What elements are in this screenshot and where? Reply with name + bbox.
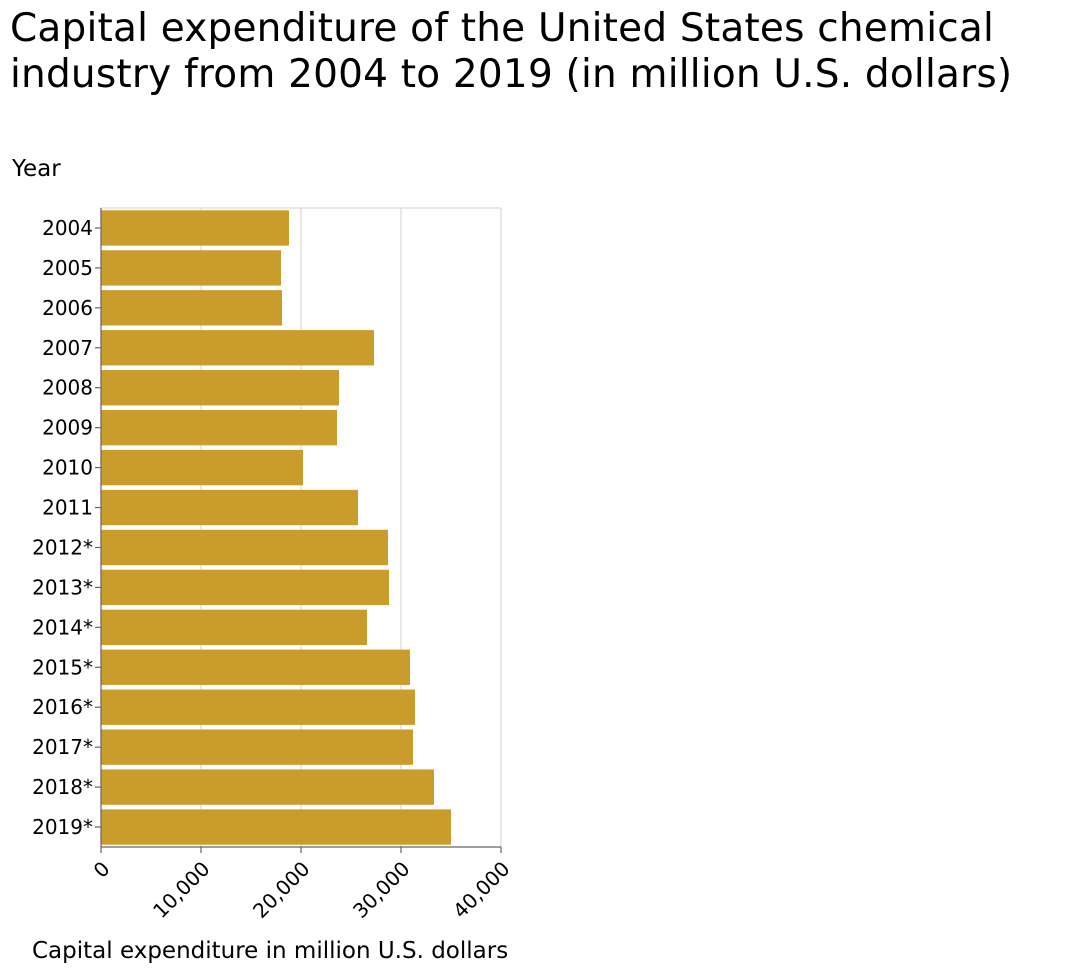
x-tick-label-2: 20,000: [248, 857, 314, 923]
bar-2007: [101, 330, 374, 366]
y-tick-label-4: 2008: [42, 376, 93, 400]
y-tick-label-14: 2018*: [32, 775, 93, 799]
y-tick-label-10: 2014*: [32, 615, 93, 639]
bar-2006: [101, 290, 282, 326]
y-tick-label-6: 2010: [42, 456, 93, 480]
bar-2015-est: [101, 649, 410, 685]
bar-2008: [101, 370, 339, 406]
bar-2013-est: [101, 569, 389, 606]
y-tick-label-12: 2016*: [32, 695, 93, 719]
y-tick-label-0: 2004: [42, 216, 93, 240]
bar-2009: [101, 409, 337, 446]
bar-2010: [101, 449, 303, 486]
y-tick-label-8: 2012*: [32, 535, 93, 559]
x-tick-label-0: 0: [89, 857, 115, 883]
y-tick-label-1: 2005: [42, 256, 93, 280]
y-tick-label-11: 2015*: [32, 655, 93, 679]
y-tick-label-15: 2019*: [32, 815, 93, 839]
y-tick-label-3: 2007: [42, 336, 93, 360]
x-tick-label-1: 10,000: [148, 857, 214, 923]
y-tick-label-7: 2011: [42, 496, 93, 520]
bar-2012-est: [101, 529, 388, 566]
bar-2004: [101, 210, 289, 246]
bar-2011: [101, 489, 358, 526]
bar-2017-est: [101, 729, 413, 765]
y-tick-label-2: 2006: [42, 296, 93, 320]
y-tick-label-5: 2009: [42, 416, 93, 440]
chart-title: Capital expenditure of the United States…: [10, 6, 1013, 97]
bar-2005: [101, 250, 281, 286]
y-axis-label: Year: [12, 156, 61, 182]
bar-2016-est: [101, 689, 415, 725]
bar-2018-est: [101, 769, 434, 805]
x-axis-label: Capital expenditure in million U.S. doll…: [32, 938, 509, 964]
y-tick-label-9: 2013*: [32, 575, 93, 599]
x-tick-label-4: 40,000: [448, 857, 514, 923]
bar-2014-est: [101, 609, 367, 646]
x-tick-label-3: 30,000: [348, 857, 414, 923]
y-tick-label-13: 2017*: [32, 735, 93, 759]
bar-2019-est: [101, 809, 451, 845]
